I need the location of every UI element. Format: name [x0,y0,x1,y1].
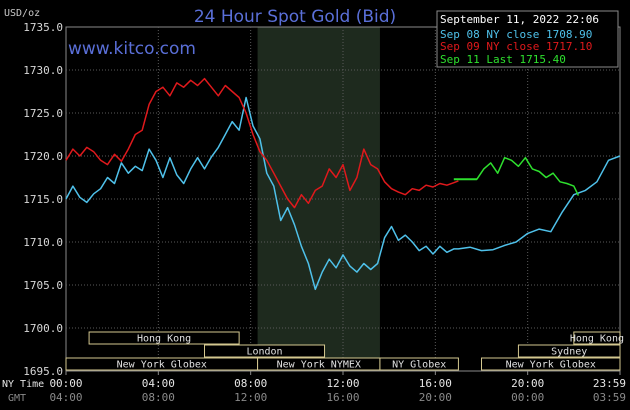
session-label-5: NY Globex [392,360,446,371]
y-tick-label: 1715.0 [23,193,63,206]
y-tick-label: 1725.0 [23,107,63,120]
legend-entry-sep08: Sep 08 NY close 1708.90 [440,28,592,41]
session-bar-8 [481,357,621,371]
x-tick-label-ny: 04:00 [142,377,175,390]
session-label-1: Hong Kong [137,334,191,345]
x-tick-label-gmt: 20:00 [419,391,452,404]
legend-date: September 11, 2022 22:06 [440,13,599,26]
series-line-1 [65,96,621,291]
session-label-7: Sydney [551,347,587,358]
session-bar-6 [573,331,621,345]
session-label-4: New York NYMEX [277,360,361,371]
session-label-2: London [246,347,282,358]
session-bar-1 [88,331,240,345]
session-bar-7 [517,344,621,358]
x-tick-label-ny: 08:00 [234,377,267,390]
y-tick-label: 1730.0 [23,64,63,77]
x-tick-label-ny: 00:00 [49,377,82,390]
y-tick-label: 1720.0 [23,150,63,163]
chart-title: 24 Hour Spot Gold (Bid) [194,7,396,27]
legend-entry-sep11: Sep 11 Last 1715.40 [440,53,566,66]
session-bar-5 [379,357,459,371]
y-tick-label: 1710.0 [23,236,63,249]
x-tick-label-ny: 23:59 [593,377,626,390]
x-tick-label-gmt: 08:00 [142,391,175,404]
session-label-3: New York Globex [117,360,207,371]
x-tick-label-gmt: 04:00 [49,391,82,404]
y-tick-label: 1705.0 [23,279,63,292]
unit-label: USD/oz [4,8,40,19]
x-tick-label-ny: 12:00 [326,377,359,390]
session-bar-2 [204,344,326,358]
y-tick-label: 1695.0 [23,365,63,378]
legend-box [436,10,619,68]
x-tick-label-gmt: 03:59 [593,391,626,404]
legend-entry-sep09: Sep 09 NY close 1717.10 [440,40,592,53]
x-tick-label-ny: 16:00 [419,377,452,390]
x-tick-label-gmt: 16:00 [326,391,359,404]
legend: September 11, 2022 22:06 Sep 08 NY close… [436,10,619,68]
series-line-3 [458,156,580,196]
ny-time-row-label: NY Time [2,379,44,390]
x-tick-label-ny: 20:00 [511,377,544,390]
x-tick-label-gmt: 12:00 [234,391,267,404]
gmt-row-label: GMT [8,393,26,404]
session-label-6: Hong Kong [570,334,624,345]
x-tick-label-gmt: 00:00 [511,391,544,404]
y-tick-label: 1735.0 [23,21,63,34]
series-line-2 [65,77,459,209]
y-tick-label: 1700.0 [23,322,63,335]
brand-label: www.kitco.com [68,39,196,59]
session-label-8: New York Globex [506,360,596,371]
